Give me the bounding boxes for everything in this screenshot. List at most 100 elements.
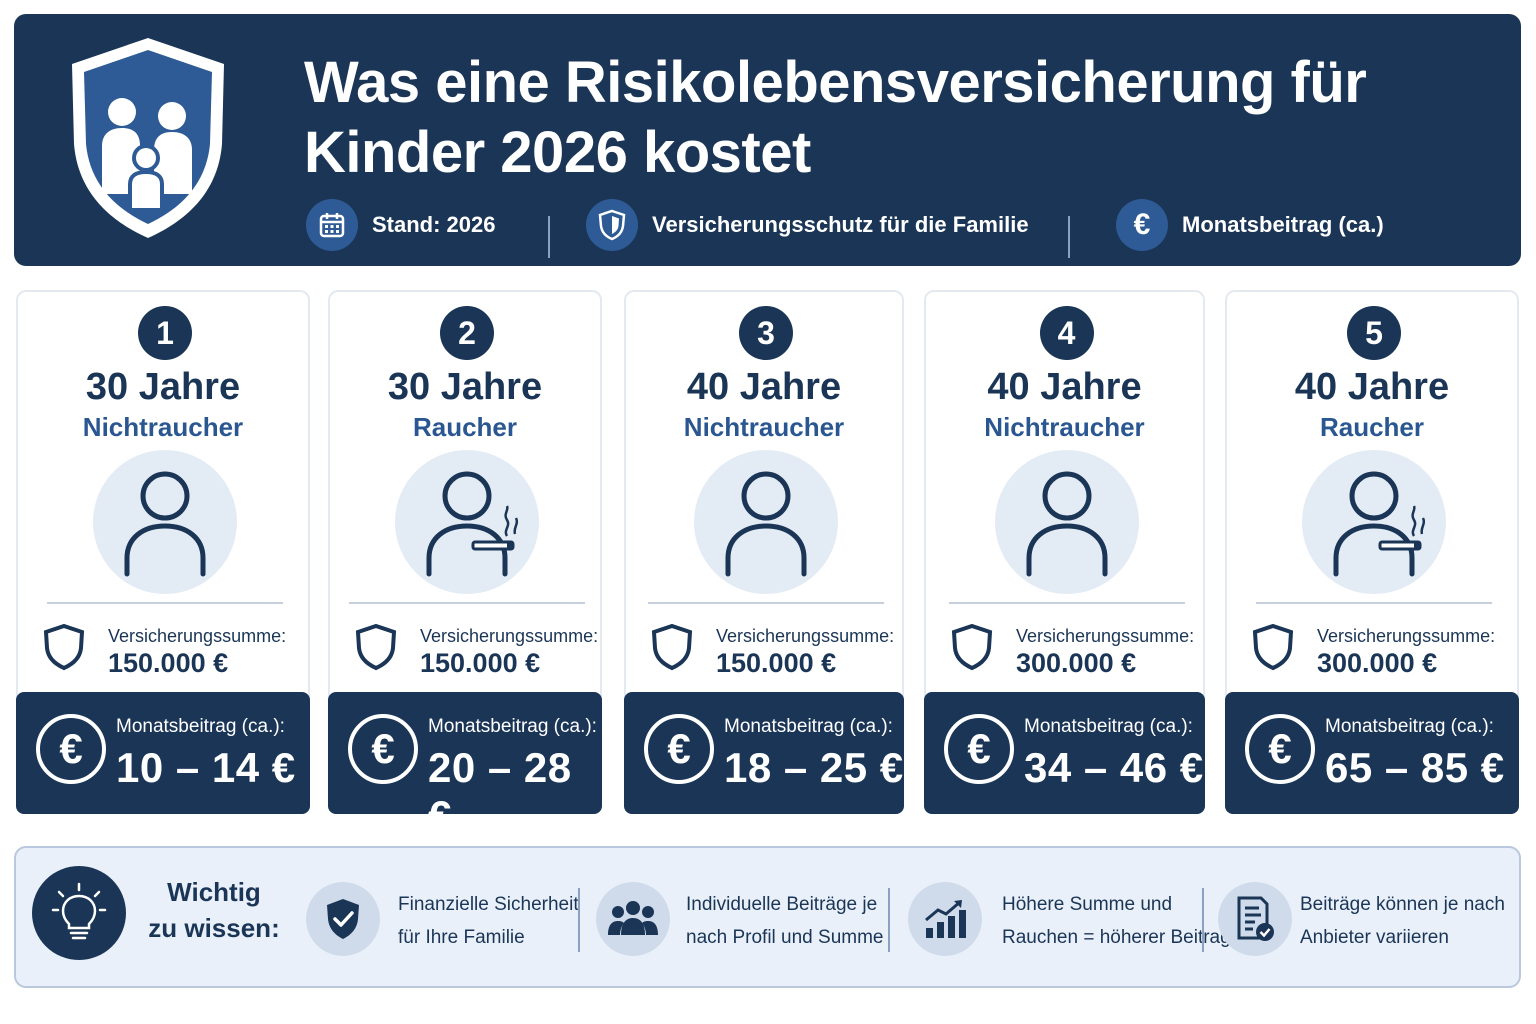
meta-divider [1068,216,1070,258]
shield-icon [43,623,85,671]
card-divider [648,602,884,604]
people-icon [596,882,670,956]
info-item-line1: Höhere Summe und [1002,894,1173,915]
euro-icon: € [36,714,106,784]
header-banner: Was eine Risikolebensversicherung für Ki… [14,14,1521,266]
info-item-line1: Finanzielle Sicherheit [398,894,579,915]
sum-value: 150.000 € [420,648,541,678]
shield-check-icon [306,882,380,956]
meta-protection: Versicherungsschutz für die Familie [586,199,1029,251]
euro-icon: € [348,714,418,784]
card-number-badge: 1 [138,306,192,360]
info-heading: Wichtig zu wissen: [144,874,284,946]
euro-icon: € [1116,199,1168,251]
sum-value: 150.000 € [716,648,837,678]
euro-glyph: € [1133,208,1151,241]
monthly-price-panel: € Monatsbeitrag (ca.): 65 – 85 € [1225,692,1519,814]
sum-label: Versicherungssumme: [716,626,895,646]
card-smoker-status: Raucher [412,412,518,442]
info-item-line2: Rauchen = höherer Beitrag [1002,927,1231,948]
info-item-line2: nach Profil und Summe [686,927,884,948]
card-number-badge: 5 [1347,306,1401,360]
price-label: Monatsbeitrag (ca.): [428,716,597,737]
person-icon [1333,471,1426,577]
info-item: Finanzielle Sicherheit für Ihre Familie [398,888,579,954]
card-age: 40 Jahre [1294,366,1450,408]
euro-icon: € [944,714,1014,784]
card-smoker-status: Raucher [1319,412,1425,442]
info-heading-line1: Wichtig [167,877,261,907]
person-icon [1026,471,1107,577]
price-card: 4 40 Jahre Nichtraucher Versicherungssumme:… [924,290,1205,814]
price-card: 5 40 Jahre Raucher Versicherungssumme: 300.0… [1225,290,1519,814]
price-value: 10 – 14 € [116,744,296,791]
card-age: 30 Jahre [85,366,241,408]
card-number-badge: 3 [739,306,793,360]
person-avatar [694,450,838,594]
person-icon [725,471,807,577]
euro-icon: € [1245,714,1315,784]
price-card: 1 30 Jahre Nichtraucher Versicherungssumme:… [16,290,310,814]
meta-divider [548,216,550,258]
sum-value: 300.000 € [1317,648,1438,678]
info-item-line2: für Ihre Familie [398,927,525,948]
sum-label: Versicherungssumme: [108,626,287,646]
price-card: 2 30 Jahre Raucher Versicherungssumme: 150.0… [328,290,602,839]
rising-chart-icon [908,882,982,956]
lightbulb-icon [32,866,126,960]
info-divider [888,888,890,952]
monthly-price-panel: € Monatsbeitrag (ca.): 20 – 28 € [328,692,602,839]
info-divider [1202,888,1204,952]
document-check-icon [1218,882,1292,956]
info-divider [578,888,580,952]
card-age: 40 Jahre [686,366,842,408]
info-bar: Wichtig zu wissen: Finanzielle Sicherhei… [14,846,1521,988]
card-age: 30 Jahre [387,366,543,408]
smoker-avatar [395,450,539,594]
meta-date: Stand: 2026 [306,199,496,251]
info-item: Individuelle Beiträge je nach Profil und… [686,888,884,954]
price-value: 18 – 25 € [724,744,904,791]
sum-value: 300.000 € [1016,648,1137,678]
page-title: Was eine Risikolebensversicherung für Ki… [304,50,1367,185]
meta-protection-text: Versicherungsschutz für die Familie [652,212,1029,237]
card-number-badge: 4 [1039,306,1094,360]
sum-label: Versicherungssumme: [420,626,599,646]
person-icon [124,471,206,577]
euro-icon: € [644,714,714,784]
info-item-line1: Individuelle Beiträge je [686,894,878,915]
info-item-line2: Anbieter variieren [1300,927,1449,948]
person-icon [426,471,519,577]
meta-price-text: Monatsbeitrag (ca.) [1182,212,1384,237]
card-divider [349,602,585,604]
monthly-price-panel: € Monatsbeitrag (ca.): 18 – 25 € [624,692,904,814]
person-avatar [93,450,237,594]
price-card: 3 40 Jahre Nichtraucher Versicherungssumme:… [624,290,904,814]
price-label: Monatsbeitrag (ca.): [116,716,285,737]
card-age: 40 Jahre [987,366,1142,408]
person-avatar [994,450,1139,594]
meta-date-text: Stand: 2026 [372,212,496,237]
info-heading-line2: zu wissen: [148,913,280,943]
shield-icon [586,199,638,251]
info-item: Beiträge können je nach Anbieter variier… [1300,888,1505,954]
card-smoker-status: Nichtraucher [984,412,1145,442]
card-divider [47,602,283,604]
price-label: Monatsbeitrag (ca.): [1325,716,1494,737]
family-shield-icon [72,38,224,238]
price-label: Monatsbeitrag (ca.): [1024,716,1193,737]
price-value: 20 – 28 € [428,744,572,839]
shield-icon [1252,623,1294,671]
calendar-icon [306,199,358,251]
sum-label: Versicherungssumme: [1016,626,1195,646]
card-smoker-status: Nichtraucher [683,412,845,442]
card-number-badge: 2 [440,306,494,360]
monthly-price-panel: € Monatsbeitrag (ca.): 34 – 46 € [924,692,1205,814]
shield-icon [951,623,993,671]
shield-icon [355,623,397,671]
info-item: Höhere Summe und Rauchen = höherer Beitr… [1002,888,1231,954]
price-label: Monatsbeitrag (ca.): [724,716,893,737]
meta-price: € Monatsbeitrag (ca.) [1116,199,1384,251]
card-divider [1256,602,1492,604]
smoker-avatar [1302,450,1446,594]
